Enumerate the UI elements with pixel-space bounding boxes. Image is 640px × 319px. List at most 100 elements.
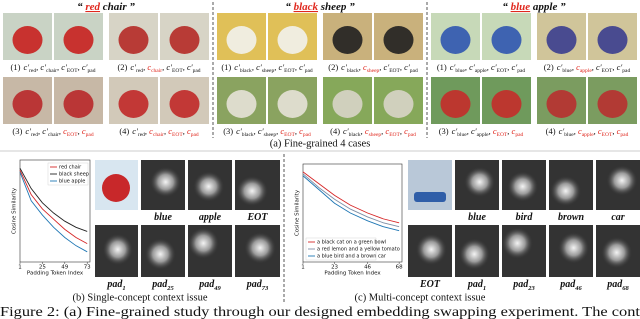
token-symbol: c′ (452, 126, 458, 136)
token-symbol: c (299, 126, 303, 136)
attention-glow (458, 238, 490, 270)
token-separator: , (78, 126, 82, 136)
case-caption: (1) c′blue, c′apple, c′EOT, c′pad (437, 62, 526, 74)
attention-glow (144, 238, 176, 270)
token-subscript: black (349, 132, 361, 138)
attention-glow (150, 167, 182, 197)
map-label: bird (516, 212, 534, 223)
token-symbol: c′ (234, 62, 240, 72)
title-object: apple (530, 1, 557, 13)
token-subscript: pad (193, 68, 201, 74)
map-label-text: pad (559, 279, 576, 290)
series-line (302, 175, 400, 232)
map-label: car (611, 212, 624, 223)
case-number: (2) (117, 62, 127, 72)
legend-label: a blue bird and a brown car (317, 254, 387, 260)
map-label-sub: 49 (213, 285, 221, 292)
image-object (277, 26, 308, 54)
token-symbol: c′ (404, 62, 410, 72)
token-subscript: red (138, 132, 145, 138)
token-subscript: chair (151, 68, 162, 74)
token-separator: , (574, 126, 578, 136)
token-subscript: EOT (67, 132, 78, 138)
case-number: (3) (439, 126, 449, 136)
map-label-sub: 23 (527, 285, 535, 292)
x-tick-label: 46 (364, 265, 371, 271)
case-caption: (1) c′red, c′chair, c′EOT, c′pad (11, 62, 96, 74)
token-symbol: c (404, 126, 408, 136)
source-object (414, 192, 446, 202)
x-tick-label: 23 (331, 265, 338, 271)
token-symbol: c′ (40, 62, 46, 72)
token-subscript: pad (88, 68, 96, 74)
map-label: pad68 (606, 279, 629, 292)
token-symbol: c (280, 126, 284, 136)
token-subscript: red (31, 132, 38, 138)
map-label-text: EOT (247, 212, 269, 223)
panel-caption: (a) Fine-grained 4 cases (270, 138, 371, 149)
token-subscript: pad (303, 132, 311, 138)
image-object (332, 26, 363, 54)
token-subscript: red (136, 68, 143, 74)
attention-glow (188, 227, 219, 259)
attention-glow (558, 232, 590, 264)
legend-label: a red lemon and a yellow tomato (317, 247, 400, 253)
token-symbol: c (168, 126, 172, 136)
map-label-sub: 46 (574, 285, 582, 292)
case-caption: (2) c′red, cchair, c′EOT, c′pad (117, 62, 200, 74)
token-subscript: pad (86, 132, 94, 138)
x-tick-label: 73 (84, 265, 91, 271)
attention-glow (464, 167, 496, 197)
token-separator: , (465, 62, 469, 72)
image-object (597, 26, 628, 54)
title-object: sheep (318, 1, 347, 13)
map-label: apple (199, 212, 222, 223)
map-label-text: brown (558, 212, 585, 223)
image-object (491, 26, 522, 54)
token-separator: , (400, 62, 404, 72)
image-object (440, 26, 471, 54)
legend-label: red chair (59, 165, 82, 171)
token-separator: , (38, 126, 42, 136)
source-image (408, 160, 452, 210)
token-separator: , (592, 62, 596, 72)
map-label-text: bird (516, 212, 534, 223)
token-separator: , (162, 62, 166, 72)
map-label-text: car (611, 212, 624, 223)
token-symbol: c′ (187, 62, 193, 72)
case-caption: (3) c′black, c′sheep, cEOT, cpad (223, 126, 311, 138)
x-tick-label: 68 (396, 265, 403, 271)
map-label-sub: 1 (483, 285, 486, 292)
title-quote: “ (77, 1, 85, 13)
map-label: pad1 (106, 279, 125, 292)
map-label: pad25 (151, 279, 174, 292)
token-subscript: blue (455, 68, 465, 74)
title-attribute: blue (511, 1, 531, 13)
legend-box (305, 237, 377, 261)
token-symbol: c′ (61, 62, 67, 72)
image-object (12, 90, 43, 118)
image-object (118, 26, 149, 54)
token-symbol: c′ (42, 126, 48, 136)
image-object (332, 90, 363, 118)
case-number: (2) (544, 62, 554, 72)
title-object: chair (100, 1, 127, 13)
map-label-text: blue (468, 212, 486, 223)
image-object (383, 90, 414, 118)
token-separator: , (572, 62, 576, 72)
token-symbol: c′ (384, 62, 390, 72)
map-label: pad49 (198, 279, 221, 292)
image-object (597, 90, 628, 118)
token-separator: , (295, 126, 299, 136)
attention-glow (550, 176, 582, 206)
image-object (169, 90, 200, 118)
map-label: EOT (247, 212, 269, 223)
token-subscript: EOT (172, 132, 183, 138)
token-symbol: c (578, 126, 582, 136)
image-object (169, 26, 200, 54)
token-subscript: blue (564, 132, 574, 138)
token-subscript: pad (517, 68, 525, 74)
token-symbol: c (598, 126, 602, 136)
token-subscript: EOT (602, 68, 613, 74)
case-number: (4) (330, 126, 340, 136)
